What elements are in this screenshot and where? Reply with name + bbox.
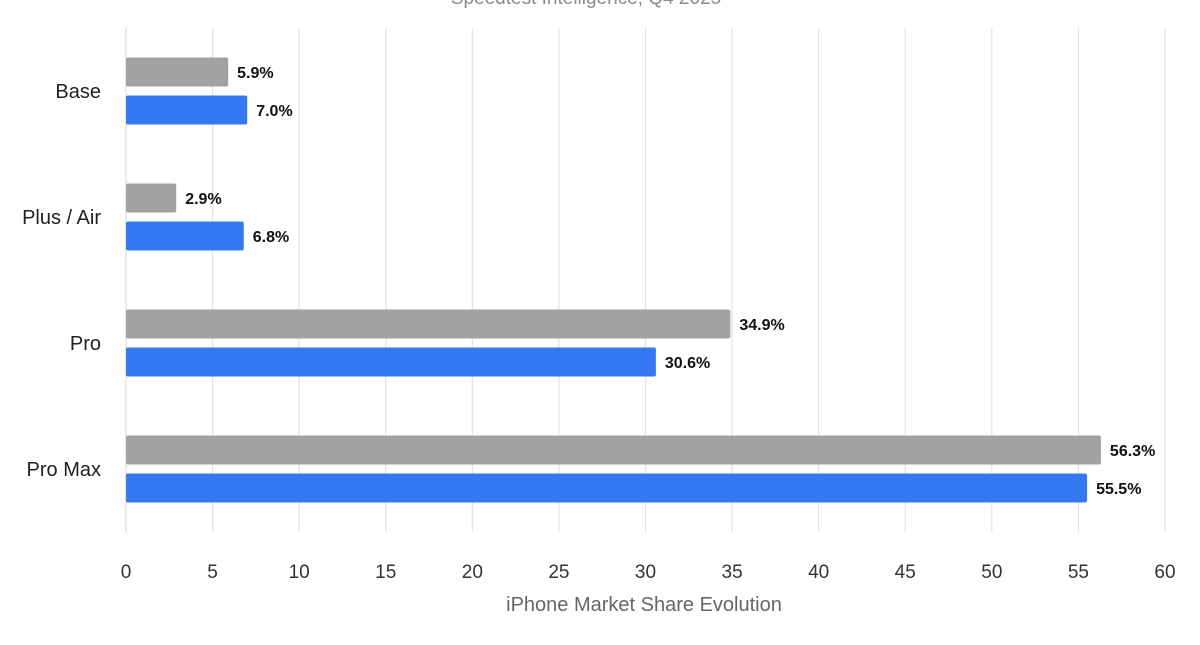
x-tick-label: 50 — [981, 562, 1002, 583]
x-tick-label: 40 — [808, 562, 829, 583]
data-labels: 5.9% 7.0% 2.9% 6.8% 34.9% 30.6% 56.3% 55.5% — [185, 65, 1155, 498]
category-label: Plus / Air — [22, 207, 101, 229]
bar — [126, 57, 229, 87]
bar — [126, 473, 1088, 503]
x-tick-label: 60 — [1154, 562, 1175, 583]
data-label: 5.9% — [237, 65, 273, 82]
bar — [126, 435, 1101, 465]
bar — [126, 347, 656, 377]
x-tick-label: 0 — [121, 562, 132, 583]
x-tick-label: 45 — [895, 562, 916, 583]
category-label: Pro — [70, 333, 101, 355]
x-tick-label: 5 — [207, 562, 218, 583]
category-labels: Base Plus / Air Pro Pro Max — [22, 81, 101, 481]
x-tick-label: 35 — [722, 562, 743, 583]
data-label: 2.9% — [185, 191, 221, 208]
bar — [126, 309, 731, 339]
x-tick-label: 10 — [289, 562, 310, 583]
x-axis-title: iPhone Market Share Evolution — [506, 594, 782, 616]
x-tick-labels: 0 5 10 15 20 25 30 35 40 45 50 55 60 — [121, 562, 1176, 583]
bar — [126, 183, 177, 213]
x-tick-label: 20 — [462, 562, 483, 583]
data-label: 30.6% — [665, 355, 710, 372]
x-tick-label: 55 — [1068, 562, 1089, 583]
x-tick-label: 15 — [375, 562, 396, 583]
category-label: Pro Max — [27, 459, 101, 481]
data-label: 55.5% — [1096, 481, 1141, 498]
bars — [126, 57, 1101, 503]
bar — [126, 221, 244, 251]
data-label: 6.8% — [253, 229, 289, 246]
data-label: 7.0% — [256, 103, 292, 120]
category-label: Base — [55, 81, 101, 103]
x-tick-label: 30 — [635, 562, 656, 583]
x-tick-label: 25 — [548, 562, 569, 583]
bar — [126, 95, 248, 125]
data-label: 34.9% — [739, 317, 784, 334]
data-label: 56.3% — [1110, 443, 1155, 460]
